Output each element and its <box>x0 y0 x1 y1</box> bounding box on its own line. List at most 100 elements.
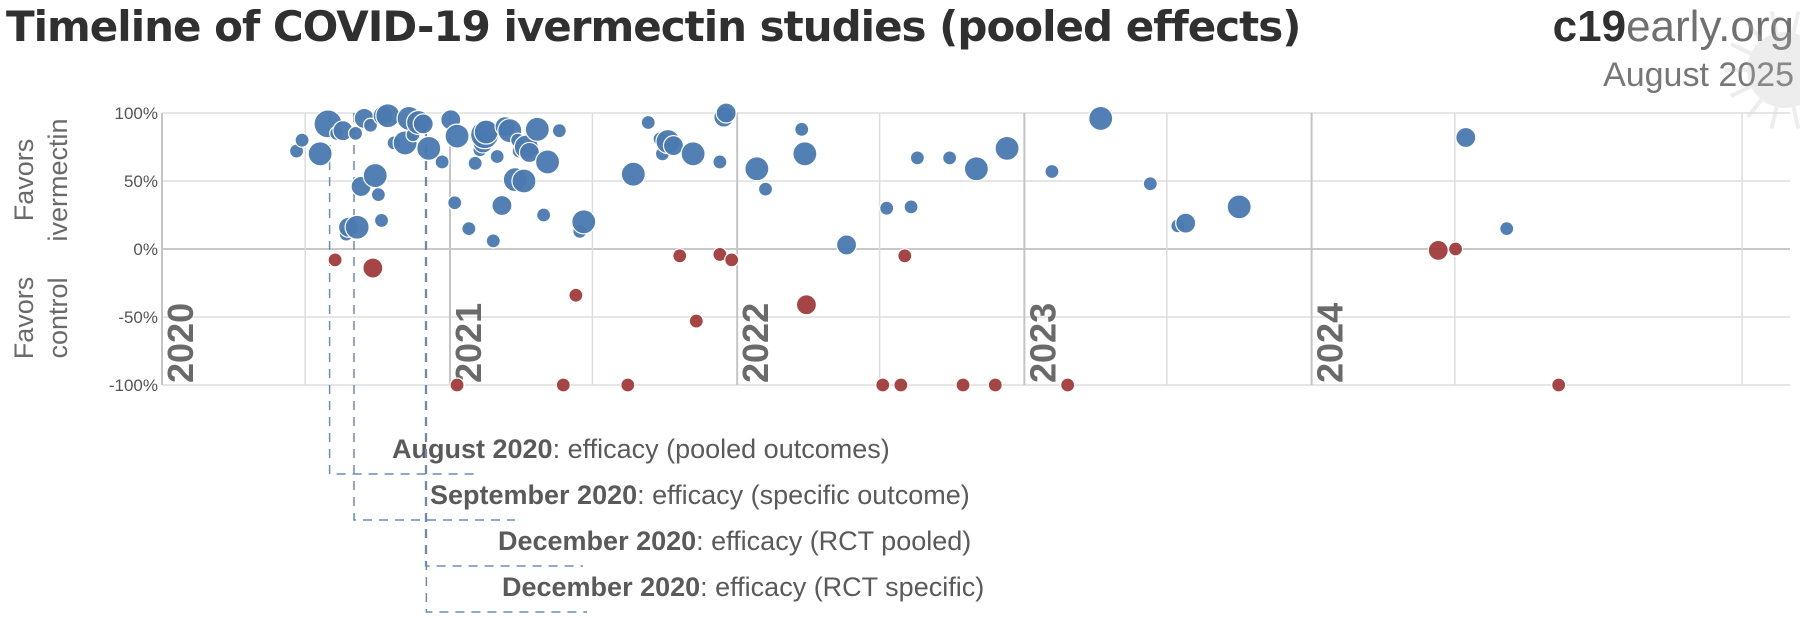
study-point-positive <box>412 113 434 135</box>
y-tick-label: 50% <box>124 172 158 191</box>
study-point-positive <box>362 117 379 133</box>
study-point-positive <box>571 209 597 235</box>
watermark-spike <box>1791 106 1800 129</box>
study-point-positive <box>344 214 370 240</box>
milestone-date: December 2020 <box>502 572 700 602</box>
y-tick-label: 100% <box>115 104 158 123</box>
watermark-spike <box>1769 106 1779 129</box>
brand-logo[interactable]: c19early.org <box>1553 2 1794 52</box>
watermark-spike <box>1746 21 1763 42</box>
study-point-positive <box>444 123 470 149</box>
study-point-positive <box>909 150 925 166</box>
study-point-positive <box>524 116 550 142</box>
study-point-positive <box>640 114 656 131</box>
study-point-positive <box>536 207 552 223</box>
year-label: 2023 <box>1022 303 1063 383</box>
milestone-bracket <box>424 113 583 567</box>
study-point-negative <box>897 248 913 264</box>
study-point-positive <box>963 156 989 182</box>
study-point-positive <box>373 212 390 229</box>
study-point-negative <box>987 377 1003 393</box>
watermark-spike <box>1730 84 1752 98</box>
study-point-positive <box>903 199 919 215</box>
study-point-positive <box>485 233 501 249</box>
brand-rest: early.org <box>1626 2 1794 51</box>
study-point-positive <box>942 150 958 166</box>
year-label: 2024 <box>1310 303 1351 383</box>
study-point-negative <box>555 377 571 393</box>
study-point-positive <box>534 149 561 175</box>
milestones: August 2020: efficacy (pooled outcomes) S… <box>328 113 984 613</box>
milestone-annotation: September 2020: efficacy (specific outco… <box>430 480 970 510</box>
watermark-spike <box>1791 11 1800 34</box>
study-point-positive <box>662 135 685 157</box>
study-point-negative <box>568 287 584 303</box>
report-date: August 2025 <box>1603 56 1794 94</box>
y-tick-label: -100% <box>109 376 158 395</box>
study-point-negative <box>327 252 343 268</box>
study-point-positive <box>1088 105 1114 132</box>
study-point-positive <box>1499 221 1515 237</box>
study-point-positive <box>551 123 567 139</box>
year-label: 2022 <box>735 303 776 383</box>
watermark-spike <box>1730 42 1752 56</box>
virus-watermark <box>1725 11 1800 129</box>
milestone-annotation: August 2020: efficacy (pooled outcomes) <box>392 434 890 464</box>
study-point-positive <box>879 200 895 216</box>
study-point-positive <box>835 234 858 256</box>
milestone-bracket <box>353 113 515 521</box>
study-point-positive <box>757 181 774 197</box>
study-point-positive <box>712 154 728 170</box>
y-tick-label: -50% <box>118 308 158 327</box>
milestone-text: : efficacy (RCT pooled) <box>696 526 971 556</box>
milestone-date: August 2020 <box>392 434 553 464</box>
study-point-positive <box>461 221 477 237</box>
study-point-positive <box>347 125 364 141</box>
y-axis-ticks: 100% 50% 0% -50% -100% <box>109 104 158 395</box>
study-point-positive <box>1455 126 1477 149</box>
year-labels: 2020 2021 2022 2023 2024 <box>160 303 1351 383</box>
study-point-positive <box>794 121 810 137</box>
study-point-negative <box>1447 241 1464 257</box>
watermark-spike <box>1769 11 1779 34</box>
study-point-positive <box>620 161 646 187</box>
study-point-negative <box>672 248 688 264</box>
milestone-date: September 2020 <box>430 480 637 510</box>
study-point-positive <box>744 156 770 182</box>
study-point-negative <box>795 294 818 316</box>
study-point-positive <box>715 102 737 124</box>
study-point-positive <box>491 194 513 217</box>
y-label-top: ivermectin <box>43 118 73 241</box>
milestone-bracket <box>328 113 477 475</box>
study-point-positive <box>994 135 1020 161</box>
study-point-positive <box>416 135 442 161</box>
study-point-positive <box>680 141 706 167</box>
study-point-negative <box>620 377 636 393</box>
study-point-negative <box>875 377 891 393</box>
year-label: 2020 <box>160 303 201 383</box>
study-point-positive <box>307 141 333 167</box>
data-points <box>288 102 1567 393</box>
study-point-positive <box>447 195 463 211</box>
study-point-negative <box>1427 239 1449 261</box>
milestone-bracket <box>425 113 587 613</box>
study-point-positive <box>1175 212 1197 234</box>
study-point-negative <box>893 377 909 393</box>
brand-bold: c19 <box>1552 2 1627 51</box>
study-point-negative <box>1060 377 1076 393</box>
study-point-positive <box>362 162 388 189</box>
study-point-positive <box>511 168 537 194</box>
milestone-annotation: December 2020: efficacy (RCT specific) <box>502 572 984 602</box>
study-point-negative <box>1551 377 1567 393</box>
study-point-positive <box>489 148 505 165</box>
watermark-spike <box>1746 98 1763 119</box>
study-point-positive <box>370 187 386 203</box>
study-point-positive <box>1226 194 1252 220</box>
watermark-body <box>1747 32 1800 108</box>
study-point-negative <box>449 377 465 393</box>
y-label-top: Favors <box>9 139 39 222</box>
grid <box>161 112 1790 386</box>
study-point-positive <box>1142 176 1158 192</box>
